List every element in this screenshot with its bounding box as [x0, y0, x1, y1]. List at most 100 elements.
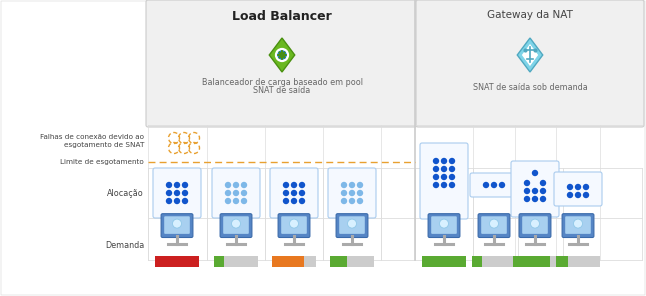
FancyBboxPatch shape: [554, 172, 602, 206]
FancyBboxPatch shape: [212, 168, 260, 218]
Circle shape: [174, 198, 180, 204]
Circle shape: [225, 182, 231, 188]
Circle shape: [449, 166, 455, 172]
Circle shape: [449, 174, 455, 180]
Circle shape: [299, 182, 305, 188]
FancyBboxPatch shape: [431, 216, 457, 234]
Circle shape: [433, 174, 439, 180]
Circle shape: [174, 190, 180, 196]
Bar: [472, 255, 482, 266]
FancyBboxPatch shape: [416, 0, 644, 127]
Circle shape: [357, 190, 363, 196]
Circle shape: [174, 182, 180, 188]
Circle shape: [277, 50, 287, 60]
Circle shape: [583, 184, 589, 190]
Circle shape: [499, 182, 505, 188]
Circle shape: [166, 198, 172, 204]
Circle shape: [524, 188, 530, 194]
FancyBboxPatch shape: [519, 214, 551, 237]
Bar: [330, 255, 374, 266]
Circle shape: [583, 192, 589, 198]
Bar: [214, 255, 258, 266]
Circle shape: [349, 198, 355, 204]
Text: Balanceador de carga baseado em pool: Balanceador de carga baseado em pool: [202, 78, 362, 87]
Circle shape: [574, 219, 583, 228]
Circle shape: [491, 182, 497, 188]
Circle shape: [575, 184, 581, 190]
FancyBboxPatch shape: [470, 173, 518, 197]
Circle shape: [283, 198, 289, 204]
Circle shape: [283, 190, 289, 196]
Circle shape: [299, 190, 305, 196]
FancyBboxPatch shape: [339, 216, 365, 234]
Circle shape: [283, 182, 289, 188]
Circle shape: [532, 196, 538, 202]
Circle shape: [233, 182, 239, 188]
Circle shape: [441, 182, 447, 188]
Circle shape: [348, 219, 357, 228]
Circle shape: [233, 190, 239, 196]
Text: Limite de esgotamento: Limite de esgotamento: [60, 159, 144, 165]
Circle shape: [291, 198, 297, 204]
FancyBboxPatch shape: [565, 216, 591, 234]
FancyBboxPatch shape: [223, 216, 249, 234]
Circle shape: [225, 190, 231, 196]
Circle shape: [172, 219, 182, 228]
Circle shape: [182, 198, 188, 204]
Bar: [330, 255, 347, 266]
Text: Demanda: Demanda: [105, 240, 144, 250]
Bar: [272, 255, 316, 266]
FancyBboxPatch shape: [278, 214, 310, 237]
Text: Load Balancer: Load Balancer: [232, 10, 332, 23]
Circle shape: [567, 192, 573, 198]
Circle shape: [289, 219, 298, 228]
Circle shape: [349, 190, 355, 196]
Circle shape: [225, 198, 231, 204]
Circle shape: [182, 182, 188, 188]
FancyBboxPatch shape: [220, 214, 252, 237]
Circle shape: [540, 188, 547, 194]
Circle shape: [241, 198, 247, 204]
FancyBboxPatch shape: [328, 168, 376, 218]
Circle shape: [490, 219, 499, 228]
FancyBboxPatch shape: [481, 216, 507, 234]
Circle shape: [166, 190, 172, 196]
Polygon shape: [517, 38, 543, 72]
Circle shape: [341, 182, 347, 188]
Polygon shape: [522, 44, 538, 66]
Bar: [556, 255, 568, 266]
FancyBboxPatch shape: [522, 216, 548, 234]
FancyBboxPatch shape: [478, 214, 510, 237]
Circle shape: [483, 182, 489, 188]
Bar: [155, 255, 199, 266]
Bar: [272, 255, 304, 266]
Text: Alocação: Alocação: [107, 189, 144, 197]
Circle shape: [575, 192, 581, 198]
Bar: [472, 255, 516, 266]
Bar: [155, 255, 199, 266]
Circle shape: [532, 170, 538, 176]
Circle shape: [357, 198, 363, 204]
Circle shape: [241, 190, 247, 196]
Circle shape: [449, 158, 455, 164]
Text: Falhas de conexão devido ao
esgotamento de SNAT: Falhas de conexão devido ao esgotamento …: [40, 134, 144, 148]
Circle shape: [231, 219, 240, 228]
Circle shape: [530, 219, 539, 228]
Circle shape: [182, 190, 188, 196]
FancyBboxPatch shape: [420, 143, 468, 219]
Text: SNAT de saída: SNAT de saída: [253, 86, 311, 95]
Circle shape: [341, 190, 347, 196]
Circle shape: [166, 182, 172, 188]
Circle shape: [441, 158, 447, 164]
Bar: [422, 255, 466, 266]
Circle shape: [524, 196, 530, 202]
Circle shape: [433, 158, 439, 164]
FancyBboxPatch shape: [281, 216, 307, 234]
Bar: [556, 255, 600, 266]
Circle shape: [341, 198, 347, 204]
Circle shape: [524, 180, 530, 186]
Polygon shape: [269, 38, 295, 72]
FancyBboxPatch shape: [428, 214, 460, 237]
Circle shape: [291, 190, 297, 196]
Circle shape: [433, 166, 439, 172]
